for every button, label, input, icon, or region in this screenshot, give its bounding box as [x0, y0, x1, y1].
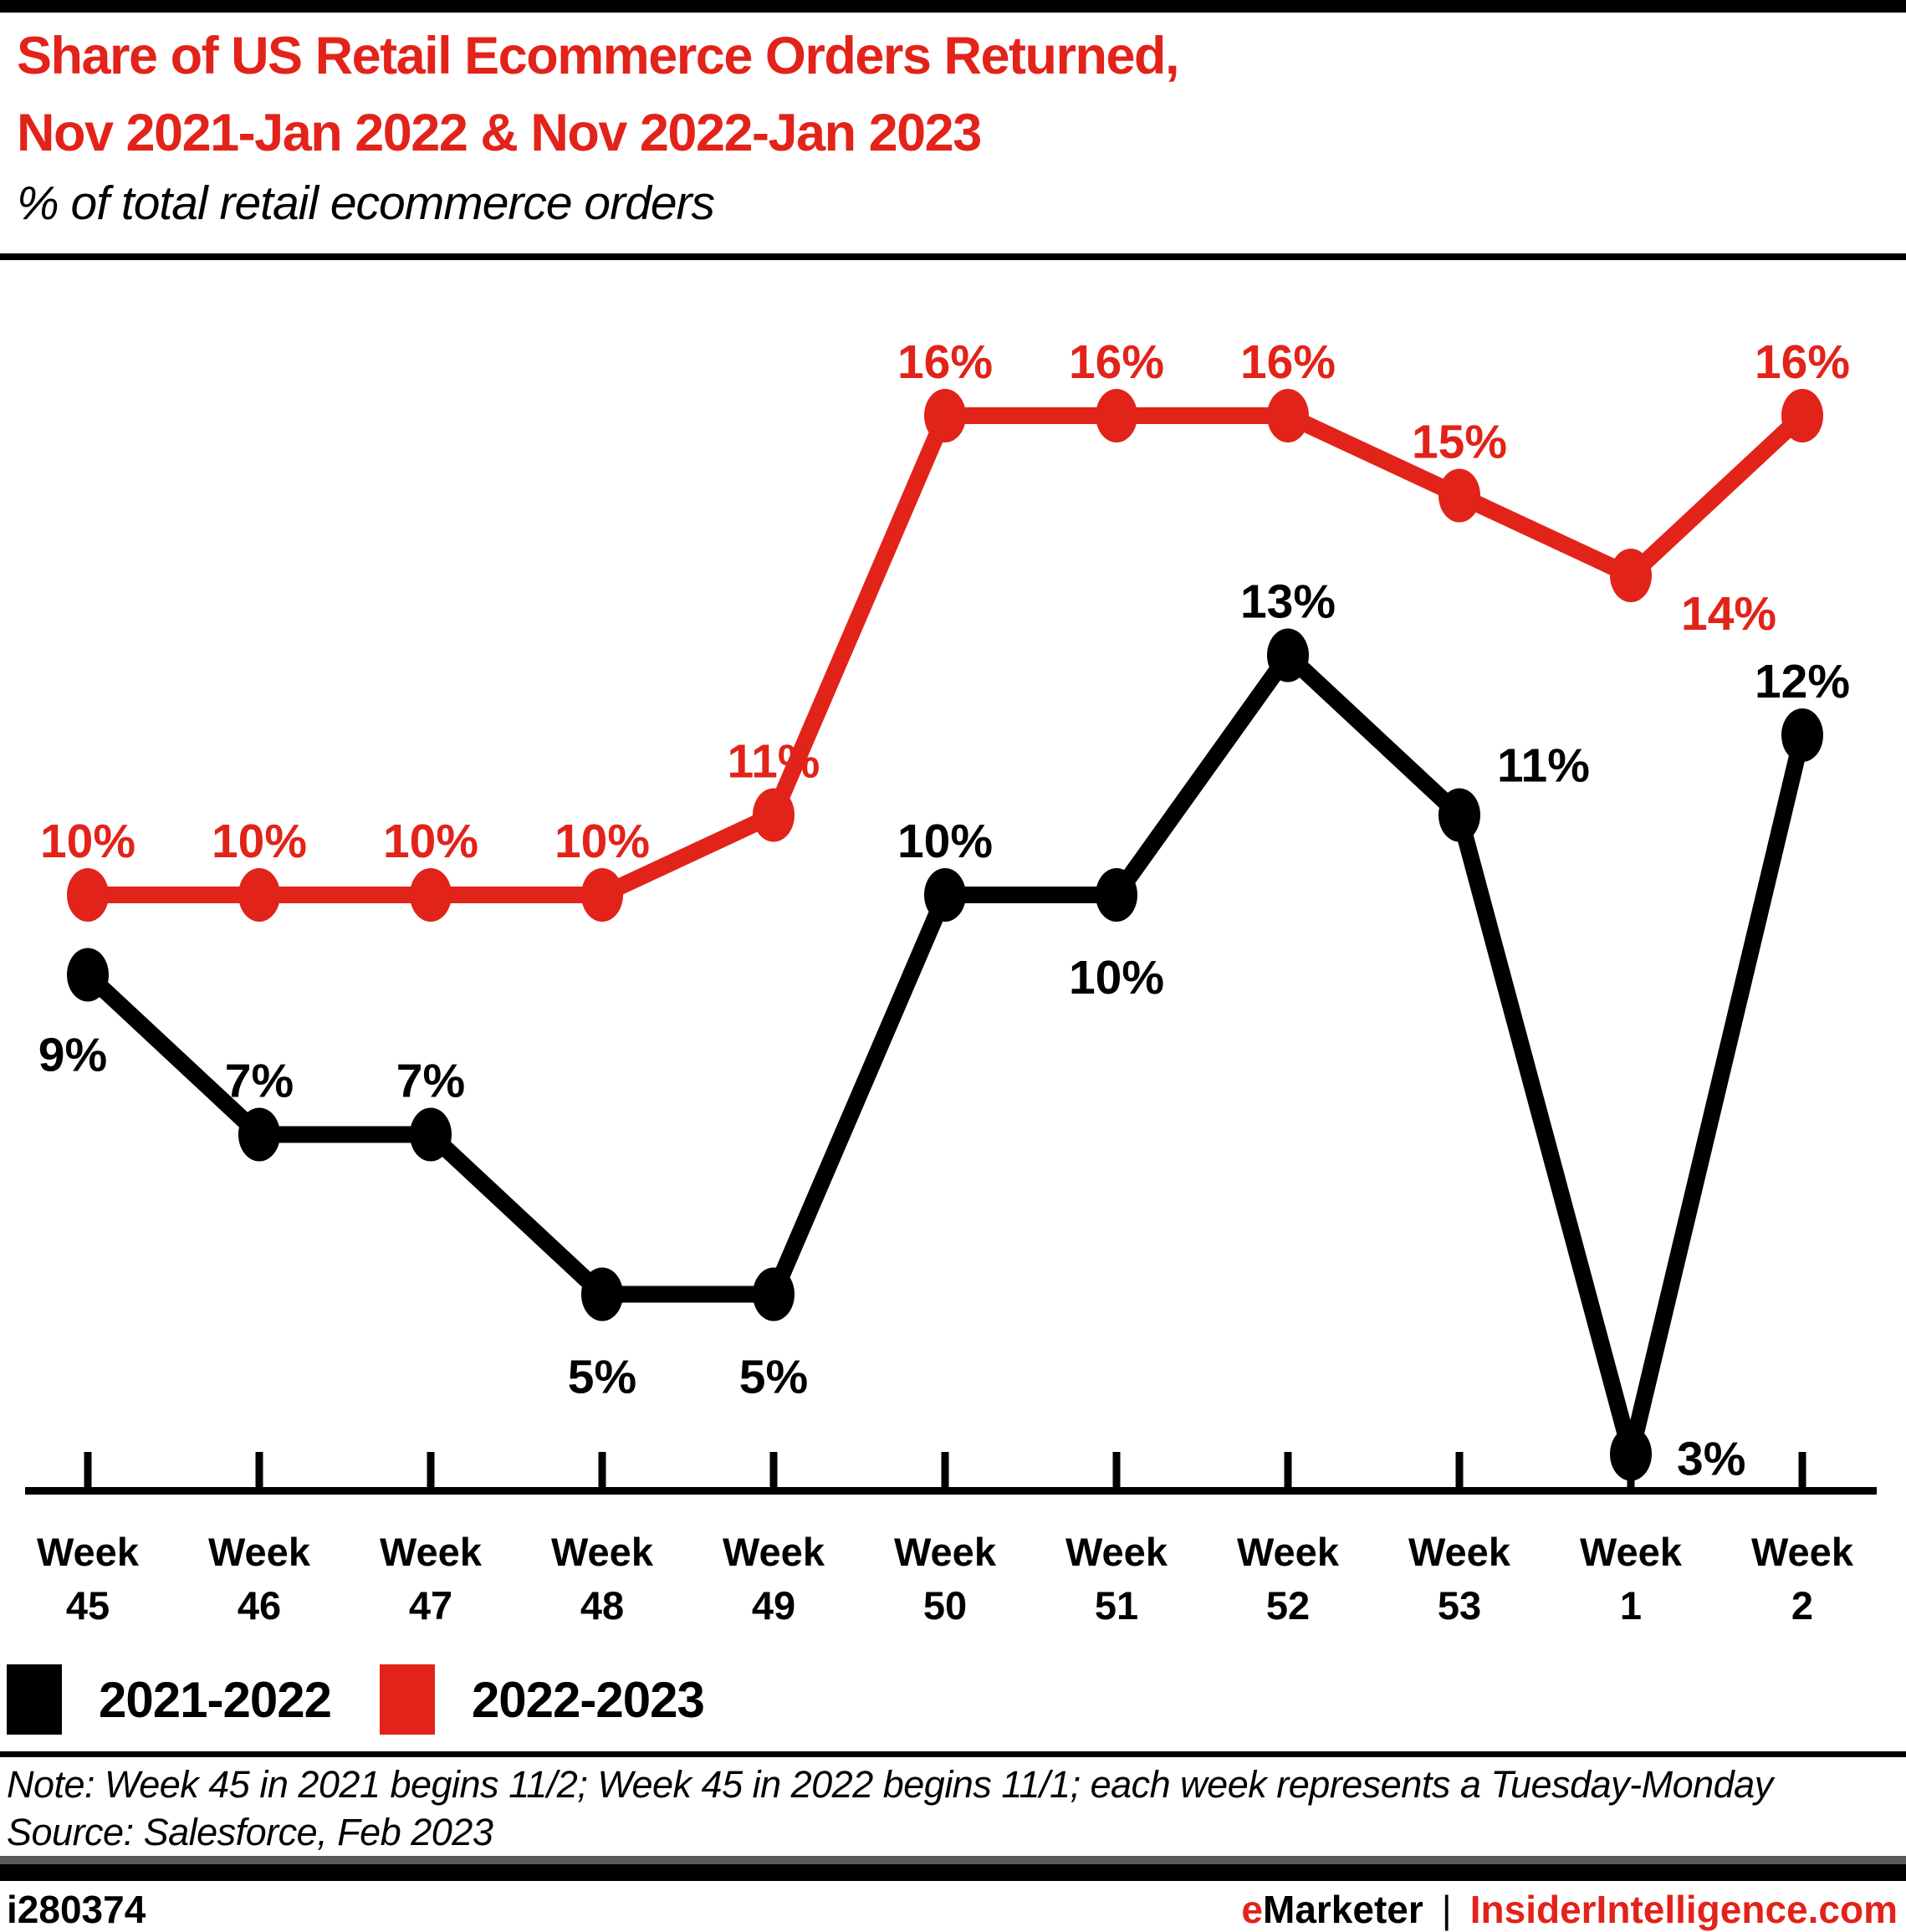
x-axis-label-week-2: Week 2: [1751, 1530, 1854, 1628]
legend-item-2021-2022: 2021-2022: [7, 1664, 332, 1735]
x-axis-label-week-52: Week 52: [1237, 1530, 1340, 1628]
note-divider: [0, 1751, 1906, 1757]
x-axis-label-week-1: Week 1: [1580, 1530, 1683, 1628]
value-label-2021-2022-week-52: 13%: [1240, 575, 1336, 629]
x-axis-tick: [769, 1452, 778, 1487]
x-axis-tick: [1112, 1452, 1121, 1487]
footer-separator: |: [1441, 1888, 1452, 1931]
value-label-2022-2023-week-52: 16%: [1240, 335, 1336, 389]
x-axis-tick: [1455, 1452, 1464, 1487]
value-label-2022-2023-week-50: 16%: [897, 335, 993, 389]
value-label-2022-2023-week-53: 15%: [1412, 416, 1507, 469]
legend-swatch-red: [379, 1664, 435, 1735]
data-point-2021-2022-week-53: [1438, 788, 1480, 842]
legend-label-2022-2023: 2022-2023: [471, 1671, 705, 1728]
value-label-2022-2023-week-2: 16%: [1755, 335, 1850, 389]
x-axis-label-week-46: Week 46: [208, 1530, 311, 1628]
data-point-2022-2023-week-52: [1267, 389, 1309, 442]
value-label-2022-2023-week-46: 10%: [212, 815, 307, 868]
chart-subtitle: % of total retail ecommerce orders: [17, 176, 715, 230]
value-label-2021-2022-week-1: 3%: [1677, 1433, 1745, 1486]
value-label-2021-2022-week-48: 5%: [568, 1351, 636, 1404]
chart-title-line2: Nov 2021-Jan 2022 & Nov 2022-Jan 2023: [17, 103, 982, 162]
value-label-2021-2022-week-45: 9%: [38, 1029, 107, 1082]
data-point-2022-2023-week-47: [410, 868, 452, 922]
footer-black-bar: [0, 1864, 1906, 1881]
data-point-2021-2022-week-2: [1781, 708, 1823, 762]
value-label-2021-2022-week-51: 10%: [1069, 951, 1164, 1004]
data-point-2022-2023-week-49: [753, 788, 795, 842]
chart-title-line1: Share of US Retail Ecommerce Orders Retu…: [17, 27, 1179, 85]
x-axis: [25, 1487, 1877, 1495]
value-label-2021-2022-week-53: 11%: [1497, 739, 1590, 793]
value-label-2021-2022-week-50: 10%: [897, 815, 993, 868]
x-axis-label-week-45: Week 45: [37, 1530, 140, 1628]
insider-intelligence-link[interactable]: InsiderIntelligence.com: [1469, 1888, 1898, 1931]
value-label-2021-2022-week-2: 12%: [1755, 655, 1850, 708]
value-label-2022-2023-week-48: 10%: [554, 815, 650, 868]
emarketer-logo-e: e: [1241, 1888, 1263, 1931]
footer-gray-bar: [0, 1856, 1906, 1864]
value-label-2022-2023-week-1: 14%: [1681, 587, 1776, 641]
value-label-2021-2022-week-47: 7%: [396, 1055, 465, 1108]
x-axis-tick: [84, 1452, 92, 1487]
data-point-2021-2022-week-45: [67, 948, 109, 1002]
chart-id: i280374: [7, 1888, 146, 1931]
note-text: Note: Week 45 in 2021 begins 11/2; Week …: [7, 1763, 1773, 1806]
notes-block: Note: Week 45 in 2021 begins 11/2; Week …: [7, 1761, 1773, 1856]
value-label-2022-2023-week-45: 10%: [40, 815, 135, 868]
data-point-2022-2023-week-51: [1096, 389, 1137, 442]
data-point-2022-2023-week-46: [238, 868, 280, 922]
chart-title: Share of US Retail Ecommerce Orders Retu…: [17, 18, 1179, 172]
x-axis-tick: [1284, 1452, 1292, 1487]
data-point-2021-2022-week-1: [1610, 1427, 1652, 1481]
data-point-2021-2022-week-49: [753, 1267, 795, 1321]
legend: 2021-2022 2022-2023: [7, 1664, 705, 1735]
x-axis-tick: [255, 1452, 263, 1487]
value-label-2021-2022-week-46: 7%: [225, 1055, 294, 1108]
value-label-2021-2022-week-49: 5%: [739, 1351, 808, 1404]
data-point-2021-2022-week-47: [410, 1107, 452, 1162]
legend-item-2022-2023: 2022-2023: [379, 1664, 705, 1735]
legend-label-2021-2022: 2021-2022: [99, 1671, 332, 1728]
x-axis-tick: [941, 1452, 949, 1487]
emarketer-logo: eMarketer: [1241, 1888, 1423, 1931]
x-axis-label-week-47: Week 47: [380, 1530, 483, 1628]
x-axis-label-week-50: Week 50: [894, 1530, 997, 1628]
x-axis-label-week-49: Week 49: [723, 1530, 825, 1628]
value-label-2022-2023-week-51: 16%: [1069, 335, 1164, 389]
x-axis-label-week-48: Week 48: [551, 1530, 654, 1628]
top-black-bar: [0, 0, 1906, 13]
emarketer-logo-rest: Marketer: [1263, 1888, 1423, 1931]
data-point-2021-2022-week-50: [924, 868, 966, 922]
value-label-2022-2023-week-49: 11%: [728, 735, 820, 789]
data-point-2022-2023-week-1: [1610, 549, 1652, 602]
x-axis-tick: [598, 1452, 606, 1487]
source-text: Source: Salesforce, Feb 2023: [7, 1810, 493, 1853]
data-point-2021-2022-week-48: [581, 1267, 623, 1321]
title-divider: [0, 253, 1906, 260]
x-axis-tick: [427, 1452, 435, 1487]
data-point-2021-2022-week-52: [1267, 628, 1309, 682]
x-axis-tick: [1798, 1452, 1806, 1487]
x-axis-label-week-51: Week 51: [1065, 1530, 1168, 1628]
data-point-2022-2023-week-45: [67, 868, 109, 922]
data-point-2022-2023-week-2: [1781, 389, 1823, 442]
data-point-2022-2023-week-48: [581, 868, 623, 922]
data-point-2022-2023-week-50: [924, 389, 966, 442]
data-point-2022-2023-week-53: [1438, 468, 1480, 523]
brand-footer: eMarketer | InsiderIntelligence.com: [1241, 1887, 1898, 1932]
value-label-2022-2023-week-47: 10%: [383, 815, 478, 868]
legend-swatch-black: [7, 1664, 62, 1735]
line-chart: Week 45 Week 46 Week 47 Week 48 Week 49 Week 50 Week…: [25, 335, 1877, 1628]
x-axis-label-week-53: Week 53: [1408, 1530, 1511, 1628]
data-point-2021-2022-week-46: [238, 1107, 280, 1162]
data-point-2021-2022-week-51: [1096, 868, 1137, 922]
